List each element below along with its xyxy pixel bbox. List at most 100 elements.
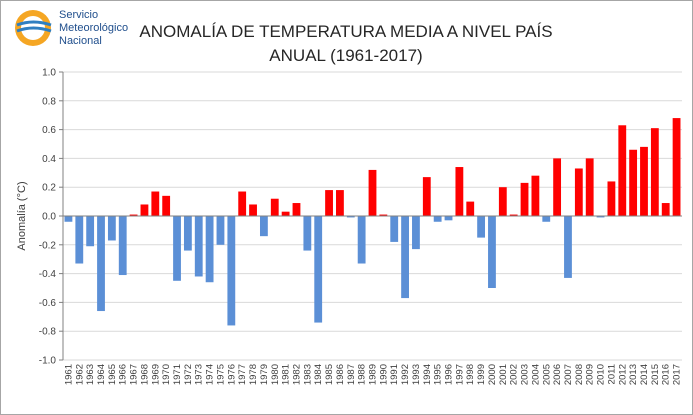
chart-subtitle: ANUAL (1961-2017) (269, 46, 422, 65)
bar-1973 (194, 216, 203, 277)
x-tick-label: 1980 (270, 364, 281, 385)
bar-2004 (531, 175, 540, 216)
x-tick-label: 1989 (368, 364, 379, 385)
bar-2010 (596, 216, 605, 218)
chart-title: ANOMALÍA DE TEMPERATURA MEDIA A NIVEL PA… (139, 22, 552, 41)
y-tick-label: 0.6 (42, 125, 56, 136)
bar-2001 (498, 187, 507, 216)
x-tick-label: 2015 (650, 364, 661, 385)
logo-line-2: Meteorológico (59, 22, 128, 34)
x-tick-label: 2006 (552, 364, 563, 385)
x-tick-label: 1978 (248, 364, 259, 385)
bar-1979 (259, 216, 268, 237)
bar-1975 (216, 216, 225, 245)
bar-1969 (151, 191, 160, 216)
x-tick-label: 1969 (150, 364, 161, 385)
bar-1966 (118, 216, 127, 276)
bar-1998 (466, 201, 475, 216)
bar-1987 (346, 216, 355, 218)
x-tick-label: 1992 (400, 364, 411, 385)
x-tick-label: 2012 (617, 364, 628, 385)
x-tick-label: 1973 (194, 364, 205, 385)
bar-1983 (303, 216, 312, 251)
bar-1988 (357, 216, 366, 264)
bar-2008 (574, 168, 583, 216)
x-tick-label: 2002 (509, 364, 520, 385)
bar-1999 (477, 216, 486, 238)
x-tick-label: 2011 (606, 364, 617, 384)
x-tick-label: 1962 (74, 364, 85, 385)
bar-1984 (314, 216, 323, 323)
logo-wave-icon (16, 26, 52, 33)
y-tick-label: 0.0 (42, 212, 56, 223)
x-tick-label: 1965 (107, 364, 118, 385)
bar-2007 (564, 216, 572, 278)
x-tick-label: 1985 (324, 364, 335, 385)
x-tick-label: 1997 (454, 364, 465, 385)
x-tick-label: 1976 (226, 364, 237, 385)
bar-2017 (672, 118, 681, 216)
bar-1986 (336, 190, 344, 216)
bar-1996 (444, 216, 453, 221)
bar-1990 (379, 214, 388, 216)
bar-1968 (140, 204, 149, 216)
bar-1989 (368, 169, 377, 216)
x-tick-label: 1971 (172, 364, 183, 385)
bar-2005 (542, 216, 551, 222)
x-tick-label: 1998 (465, 364, 476, 385)
bar-1976 (227, 216, 236, 326)
bar-1991 (390, 216, 399, 242)
smn-logo: Servicio Meteorológico Nacional (15, 9, 128, 47)
x-tick-label: 2007 (563, 364, 574, 385)
x-tick-label: 1981 (281, 364, 292, 385)
bar-1994 (422, 177, 431, 216)
logo-line-1: Servicio (59, 9, 98, 21)
bar-1978 (249, 204, 257, 216)
y-tick-label: 0.8 (42, 96, 56, 107)
bar-1982 (292, 203, 301, 216)
x-tick-label: 1986 (335, 364, 346, 385)
bar-2014 (640, 146, 648, 216)
x-tick-label: 2009 (585, 364, 596, 385)
bar-1977 (238, 191, 247, 216)
logo-line-3: Nacional (59, 35, 102, 47)
y-tick-label: 1.0 (42, 68, 56, 79)
y-tick-label: 0.4 (42, 154, 56, 165)
x-tick-label: 1970 (161, 364, 172, 385)
x-tick-label: 1999 (476, 364, 487, 385)
x-tick-label: 1968 (139, 364, 150, 385)
x-tick-label: 2003 (520, 364, 531, 385)
y-tick-label: -0.4 (39, 269, 57, 280)
y-tick-label: -1.0 (39, 356, 57, 367)
bar-2009 (585, 158, 594, 216)
bar-2003 (520, 182, 529, 216)
bar-1967 (129, 214, 138, 216)
bar-1970 (162, 195, 171, 216)
y-tick-labels: 1.0 0.8 0.6 0.4 0.2 0.0 -0.2 -0.4 -0.6 -0.8 -1.0 (39, 68, 63, 367)
bar-1993 (412, 216, 420, 250)
bar-1995 (433, 216, 442, 222)
x-tick-label: 1990 (378, 364, 389, 385)
x-tick-label: 1987 (346, 364, 357, 385)
bar-1961 (64, 216, 73, 222)
x-tick-label: 2001 (498, 364, 509, 385)
x-tick-label: 1972 (183, 364, 194, 385)
y-tick-label: -0.6 (39, 298, 57, 309)
bar-1962 (75, 216, 84, 264)
bar-1974 (205, 216, 214, 283)
x-tick-label: 2017 (672, 364, 683, 385)
x-tick-label: 1964 (96, 364, 107, 385)
x-tick-label: 2004 (530, 364, 541, 385)
bar-1980 (270, 198, 279, 216)
y-tick-label: -0.2 (39, 240, 57, 251)
bar-2002 (509, 214, 518, 216)
y-axis-label: Anomalía (°C) (16, 181, 28, 250)
bar-2006 (553, 158, 562, 216)
x-tick-label: 1977 (237, 364, 248, 385)
x-tick-label: 1983 (302, 364, 313, 385)
bar-1992 (401, 216, 409, 299)
x-tick-label: 2010 (596, 364, 607, 385)
x-tick-label: 2000 (487, 364, 498, 385)
bar-1985 (325, 190, 333, 216)
